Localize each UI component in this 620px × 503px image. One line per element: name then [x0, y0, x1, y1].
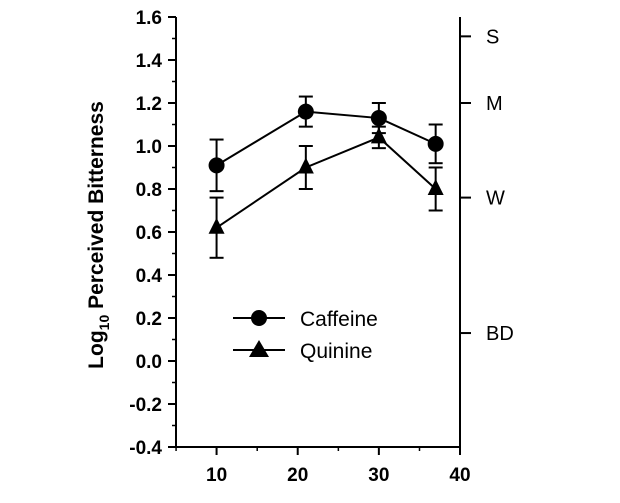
data-point-caffeine — [427, 135, 444, 152]
legend-label-quinine: Quinine — [300, 340, 372, 363]
right-axis-label: BD — [486, 323, 514, 345]
x-tick-label: 30 — [368, 465, 389, 486]
legend-marker-quinine — [249, 340, 269, 357]
data-point-quinine — [427, 179, 444, 195]
series-line-caffeine — [216, 110, 437, 167]
data-point-quinine — [297, 157, 314, 174]
y-tick-label: 0.2 — [136, 309, 162, 330]
data-point-caffeine — [297, 103, 314, 120]
marks — [208, 95, 444, 259]
y-tick-label: 0.0 — [136, 352, 162, 373]
y-tick-label: 1.6 — [136, 8, 162, 29]
series-line-quinine — [216, 136, 437, 229]
data-point-quinine — [370, 127, 387, 144]
y-tick-label: 1.2 — [136, 94, 162, 115]
right-axis-label: S — [486, 26, 499, 48]
y-tick-label: 0.8 — [136, 180, 162, 201]
axes: -0.4 -0.2 0.0 0.2 0.4 0.6 0.8 1.0 1.2 1.4 1.6 10 20 3… — [129, 8, 514, 486]
legend: Caffeine Quinine — [233, 308, 378, 363]
y-tick-label: -0.2 — [129, 395, 162, 416]
y-tick-label: 0.6 — [136, 223, 162, 244]
x-tick-label: 20 — [287, 465, 308, 486]
data-point-caffeine — [208, 157, 225, 174]
right-axis-label: W — [486, 188, 505, 210]
y-axis-label: Log10 Perceived Bitterness — [85, 101, 112, 369]
legend-marker-caffeine — [251, 310, 267, 326]
y-tick-label: 0.4 — [136, 266, 163, 287]
x-tick-label: 10 — [206, 465, 227, 486]
y-tick-label: 1.4 — [136, 51, 163, 72]
data-point-quinine — [208, 217, 225, 234]
y-tick-label: 1.0 — [136, 137, 162, 158]
x-tick-label: 40 — [449, 465, 470, 486]
legend-label-caffeine: Caffeine — [300, 308, 378, 331]
data-point-caffeine — [370, 110, 387, 127]
right-axis-label: M — [486, 93, 503, 115]
y-tick-label: -0.4 — [129, 438, 162, 459]
